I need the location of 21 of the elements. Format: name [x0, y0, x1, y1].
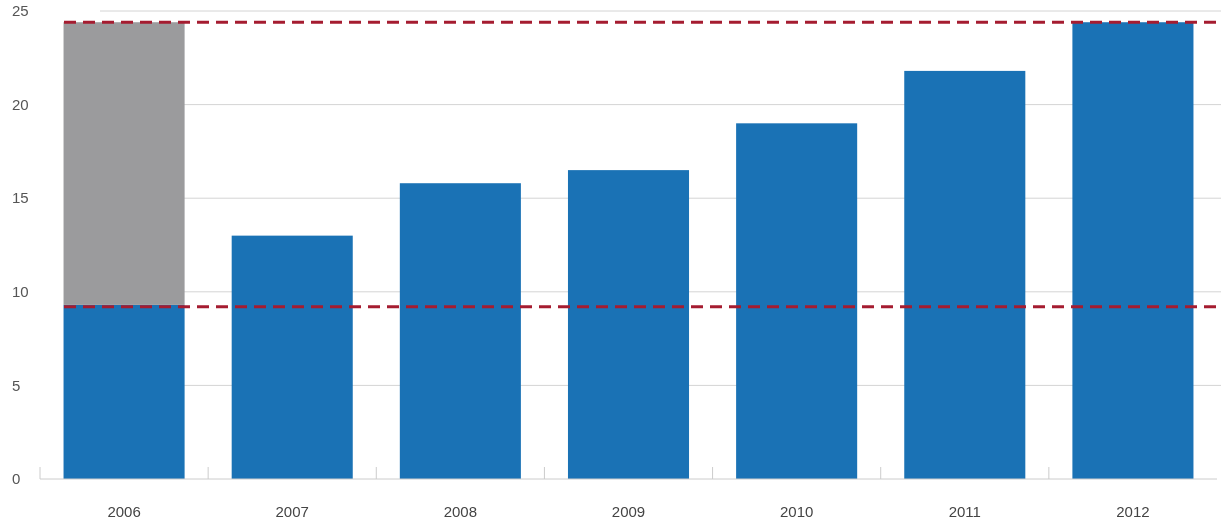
- x-tick-label: 2009: [611, 503, 646, 520]
- bar: [231, 235, 353, 479]
- y-tick-label: 5: [12, 376, 21, 394]
- x-tick-label: 2008: [443, 503, 478, 520]
- bar: [63, 304, 185, 479]
- x-tick-label: 2007: [275, 503, 309, 520]
- bar: [63, 22, 185, 305]
- x-tick-label: 2011: [948, 503, 981, 520]
- y-tick-label: 25: [12, 2, 29, 20]
- y-tick-label: 15: [12, 189, 29, 207]
- bar: [904, 70, 1026, 479]
- bar: [399, 183, 521, 479]
- bar: [736, 123, 858, 479]
- bar: [567, 170, 690, 479]
- x-tick-label: 2012: [1116, 503, 1150, 520]
- bar: [1072, 22, 1194, 479]
- y-tick-label: 20: [12, 95, 29, 113]
- y-tick-label: 10: [12, 283, 29, 301]
- x-tick-label: 2006: [107, 503, 141, 520]
- y-tick-label: 0: [12, 470, 21, 488]
- x-tick-label: 2010: [779, 503, 814, 520]
